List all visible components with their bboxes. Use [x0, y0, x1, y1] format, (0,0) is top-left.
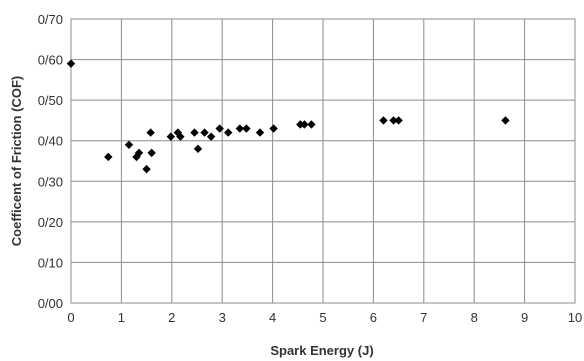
y-tick-label: 0/20 — [38, 215, 63, 230]
x-tick-label: 10 — [568, 310, 582, 325]
data-point — [215, 124, 224, 133]
data-point — [206, 132, 216, 141]
data-point — [193, 144, 203, 154]
data-point — [242, 124, 251, 133]
y-axis: 0/00 0/10 0/20 0/30 0/40 0/50 0/60 0/70 — [38, 12, 63, 311]
x-tick-label: 8 — [471, 310, 478, 325]
data-point — [379, 116, 388, 125]
data-point — [389, 116, 398, 125]
y-tick-label: 0/50 — [38, 93, 63, 108]
data-point — [394, 116, 403, 125]
data-point — [134, 148, 144, 158]
x-tick-label: 5 — [319, 310, 326, 325]
x-tick-label: 3 — [219, 310, 226, 325]
x-tick-label: 0 — [67, 310, 74, 325]
plot-area — [70, 18, 576, 304]
x-tick-label: 7 — [420, 310, 427, 325]
data-point — [501, 116, 510, 125]
x-tick-label: 6 — [370, 310, 377, 325]
data-point — [269, 124, 278, 133]
data-point — [166, 132, 175, 141]
data-point — [146, 128, 155, 137]
data-series — [66, 59, 510, 174]
data-point — [255, 128, 265, 137]
x-tick-label: 1 — [118, 310, 125, 325]
x-tick-label: 2 — [168, 310, 175, 325]
y-tick-label: 0/60 — [38, 53, 63, 68]
y-tick-label: 0/70 — [38, 12, 63, 27]
x-axis: 0 1 2 3 4 5 6 7 8 9 10 — [67, 310, 582, 325]
data-point — [124, 140, 134, 149]
data-point — [176, 132, 185, 141]
data-point — [235, 124, 245, 133]
y-tick-label: 0/30 — [38, 174, 63, 189]
y-axis-title: Coefficent of Friction (COF) — [9, 76, 24, 246]
data-point — [200, 128, 209, 137]
data-point — [224, 128, 233, 137]
data-point — [307, 120, 316, 129]
x-tick-label: 9 — [521, 310, 528, 325]
y-tick-label: 0/40 — [38, 134, 63, 149]
data-point — [190, 128, 199, 137]
data-point — [300, 120, 309, 129]
x-axis-title: Spark Energy (J) — [270, 343, 373, 358]
data-point — [142, 164, 151, 174]
y-tick-label: 0/00 — [38, 296, 63, 311]
y-tick-label: 0/10 — [38, 255, 63, 270]
grid — [70, 18, 576, 304]
data-point — [147, 148, 156, 158]
data-point — [104, 152, 113, 162]
x-tick-label: 4 — [269, 310, 276, 325]
data-point — [66, 59, 76, 68]
